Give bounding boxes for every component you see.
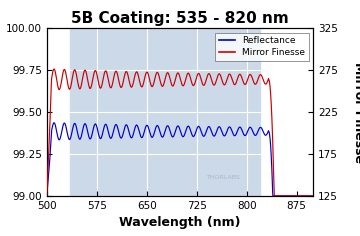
Legend: Reflectance, Mirror Finesse: Reflectance, Mirror Finesse <box>215 33 309 61</box>
Bar <box>70 28 260 196</box>
Text: THORLABS: THORLABS <box>207 175 240 180</box>
X-axis label: Wavelength (nm): Wavelength (nm) <box>119 216 241 229</box>
Y-axis label: Mirror Finesse: Mirror Finesse <box>352 62 360 163</box>
Title: 5B Coating: 535 - 820 nm: 5B Coating: 535 - 820 nm <box>71 11 289 26</box>
